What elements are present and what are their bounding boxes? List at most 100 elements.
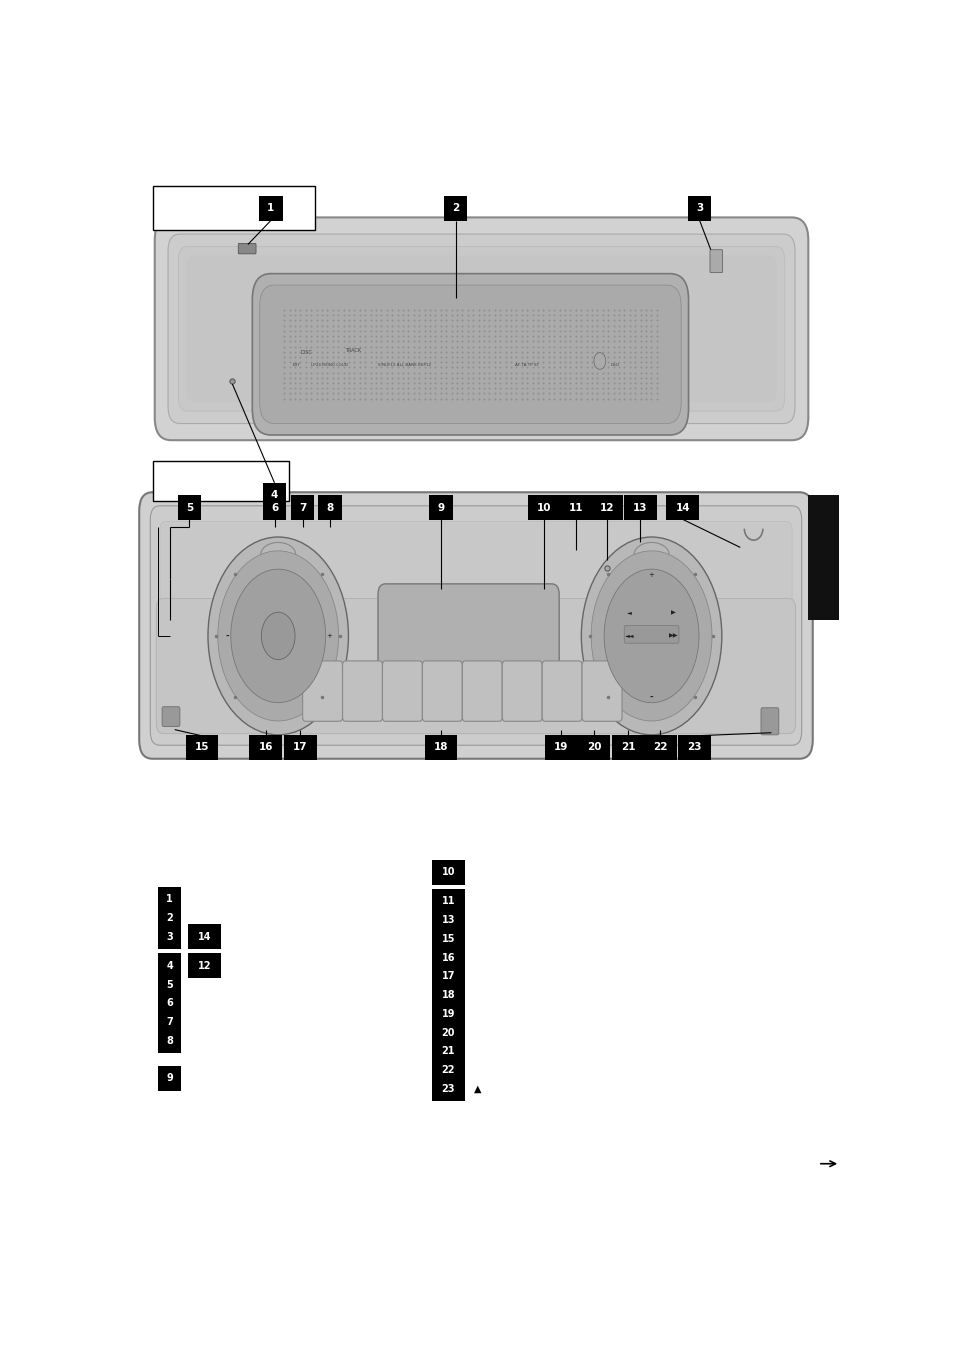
FancyBboxPatch shape bbox=[432, 1057, 464, 1083]
FancyBboxPatch shape bbox=[432, 888, 464, 914]
FancyBboxPatch shape bbox=[623, 495, 656, 521]
Text: 10: 10 bbox=[441, 867, 455, 877]
Text: 18: 18 bbox=[441, 990, 455, 1000]
FancyBboxPatch shape bbox=[678, 735, 710, 760]
Text: 12: 12 bbox=[197, 961, 211, 971]
FancyBboxPatch shape bbox=[432, 926, 464, 952]
Text: 8: 8 bbox=[326, 503, 334, 512]
Text: 5: 5 bbox=[166, 980, 172, 990]
Ellipse shape bbox=[603, 569, 699, 703]
FancyBboxPatch shape bbox=[760, 707, 778, 735]
Text: 4: 4 bbox=[166, 961, 172, 971]
Text: 11: 11 bbox=[441, 896, 455, 906]
Text: 16: 16 bbox=[441, 953, 455, 963]
Text: 4: 4 bbox=[271, 491, 278, 500]
Text: ▲: ▲ bbox=[474, 1084, 481, 1094]
FancyBboxPatch shape bbox=[443, 196, 467, 220]
FancyBboxPatch shape bbox=[284, 735, 316, 760]
Text: LP24 MONO LOUD: LP24 MONO LOUD bbox=[311, 364, 348, 368]
Circle shape bbox=[594, 353, 605, 369]
Text: 1: 1 bbox=[267, 203, 274, 214]
Text: ▶▶: ▶▶ bbox=[668, 634, 678, 638]
FancyBboxPatch shape bbox=[160, 522, 791, 612]
FancyBboxPatch shape bbox=[154, 218, 807, 441]
Text: 2: 2 bbox=[166, 913, 172, 923]
Text: 20: 20 bbox=[441, 1028, 455, 1037]
Text: 15: 15 bbox=[194, 742, 209, 752]
FancyBboxPatch shape bbox=[432, 964, 464, 988]
FancyBboxPatch shape bbox=[186, 735, 218, 760]
FancyBboxPatch shape bbox=[262, 495, 286, 521]
Text: 11: 11 bbox=[568, 503, 583, 512]
Text: -: - bbox=[649, 692, 653, 702]
Text: 13: 13 bbox=[633, 503, 647, 512]
FancyBboxPatch shape bbox=[157, 1010, 181, 1034]
FancyBboxPatch shape bbox=[432, 1038, 464, 1064]
Text: DSO: DSO bbox=[610, 364, 619, 368]
FancyBboxPatch shape bbox=[252, 273, 688, 435]
FancyBboxPatch shape bbox=[177, 495, 201, 521]
FancyBboxPatch shape bbox=[424, 735, 456, 760]
FancyBboxPatch shape bbox=[559, 495, 592, 521]
Text: 5: 5 bbox=[186, 503, 193, 512]
FancyBboxPatch shape bbox=[577, 735, 610, 760]
Text: 14: 14 bbox=[197, 932, 211, 942]
Text: 7: 7 bbox=[298, 503, 306, 512]
FancyBboxPatch shape bbox=[156, 599, 795, 734]
Bar bbox=[152, 187, 314, 230]
Text: 2: 2 bbox=[452, 203, 458, 214]
Text: 6: 6 bbox=[271, 503, 278, 512]
FancyBboxPatch shape bbox=[157, 1065, 181, 1091]
FancyBboxPatch shape bbox=[611, 735, 643, 760]
Text: DISC: DISC bbox=[300, 350, 312, 356]
Text: 9: 9 bbox=[166, 1073, 172, 1083]
FancyBboxPatch shape bbox=[157, 906, 181, 930]
Text: ▶: ▶ bbox=[671, 611, 676, 615]
FancyBboxPatch shape bbox=[541, 661, 581, 721]
FancyBboxPatch shape bbox=[157, 1029, 181, 1053]
FancyBboxPatch shape bbox=[643, 735, 676, 760]
Text: 18: 18 bbox=[434, 742, 448, 752]
FancyBboxPatch shape bbox=[188, 925, 220, 949]
Ellipse shape bbox=[580, 537, 721, 734]
Text: 12: 12 bbox=[599, 503, 614, 512]
FancyBboxPatch shape bbox=[432, 945, 464, 971]
FancyBboxPatch shape bbox=[291, 495, 314, 521]
Text: 17: 17 bbox=[293, 742, 308, 752]
Text: 14: 14 bbox=[675, 503, 689, 512]
Text: 15: 15 bbox=[441, 934, 455, 944]
FancyBboxPatch shape bbox=[544, 735, 577, 760]
Text: 23: 23 bbox=[686, 742, 701, 752]
Text: 20: 20 bbox=[586, 742, 600, 752]
Text: 22: 22 bbox=[441, 1065, 455, 1075]
FancyBboxPatch shape bbox=[259, 285, 680, 423]
FancyBboxPatch shape bbox=[157, 991, 181, 1015]
FancyBboxPatch shape bbox=[432, 1019, 464, 1045]
Text: 8: 8 bbox=[166, 1036, 172, 1046]
Text: TRACK: TRACK bbox=[344, 347, 360, 353]
Ellipse shape bbox=[261, 612, 294, 660]
FancyBboxPatch shape bbox=[665, 495, 699, 521]
FancyBboxPatch shape bbox=[139, 492, 812, 758]
FancyBboxPatch shape bbox=[429, 495, 453, 521]
Text: 23: 23 bbox=[441, 1084, 455, 1094]
FancyBboxPatch shape bbox=[432, 907, 464, 933]
FancyBboxPatch shape bbox=[528, 495, 560, 521]
FancyBboxPatch shape bbox=[249, 735, 282, 760]
FancyBboxPatch shape bbox=[258, 196, 282, 220]
Text: 13: 13 bbox=[441, 915, 455, 925]
Text: 22: 22 bbox=[653, 742, 667, 752]
Text: 9: 9 bbox=[436, 503, 444, 512]
Text: E97: E97 bbox=[293, 364, 300, 368]
Text: 10: 10 bbox=[537, 503, 551, 512]
FancyBboxPatch shape bbox=[462, 661, 501, 721]
FancyBboxPatch shape bbox=[168, 234, 794, 423]
FancyBboxPatch shape bbox=[178, 246, 783, 411]
Text: ◄◄: ◄◄ bbox=[624, 634, 634, 638]
FancyBboxPatch shape bbox=[687, 196, 711, 220]
FancyBboxPatch shape bbox=[709, 250, 721, 273]
FancyBboxPatch shape bbox=[590, 495, 623, 521]
FancyBboxPatch shape bbox=[157, 887, 181, 911]
FancyBboxPatch shape bbox=[302, 661, 342, 721]
Text: 19: 19 bbox=[441, 1009, 455, 1019]
